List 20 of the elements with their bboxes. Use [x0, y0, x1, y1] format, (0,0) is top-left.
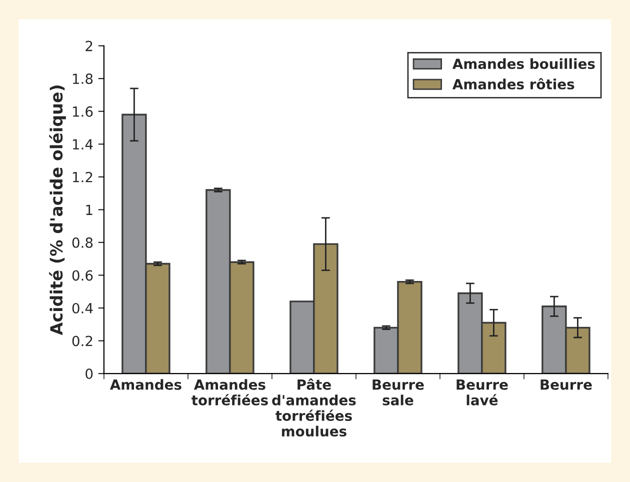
y-tick-label: 1 — [86, 204, 92, 215]
y-tick-label: 0 — [86, 368, 93, 380]
x-tick-label: Pâte d'amandes torréfiées moulues — [272, 378, 356, 437]
y-tick-label: 0.2 — [72, 336, 92, 346]
y-tick-label: 1.4 — [72, 139, 93, 150]
y-axis-title: Acidité (% d'acide oléique) — [49, 86, 66, 336]
legend-label: Amandes bouillies — [452, 58, 595, 70]
x-tick-label: Beurre lavé — [456, 380, 508, 406]
y-tick-label: 2 — [86, 40, 92, 52]
y-tick-label: 1.8 — [72, 74, 93, 84]
x-tick-label: Beurre sale — [372, 380, 424, 406]
y-tick-label: 0.6 — [72, 270, 93, 281]
y-tick-label: 0.4 — [72, 302, 93, 314]
y-tick-label: 1.2 — [72, 172, 92, 182]
y-tick-label: 0.8 — [72, 237, 93, 248]
legend-label: Amandes rôties — [452, 78, 574, 90]
x-tick-label: Beurre — [540, 380, 592, 390]
x-tick-label: Amandes — [110, 379, 182, 390]
x-tick-label: Amandes torréfiées — [192, 379, 268, 406]
y-tick-label: 1.6 — [72, 106, 93, 117]
